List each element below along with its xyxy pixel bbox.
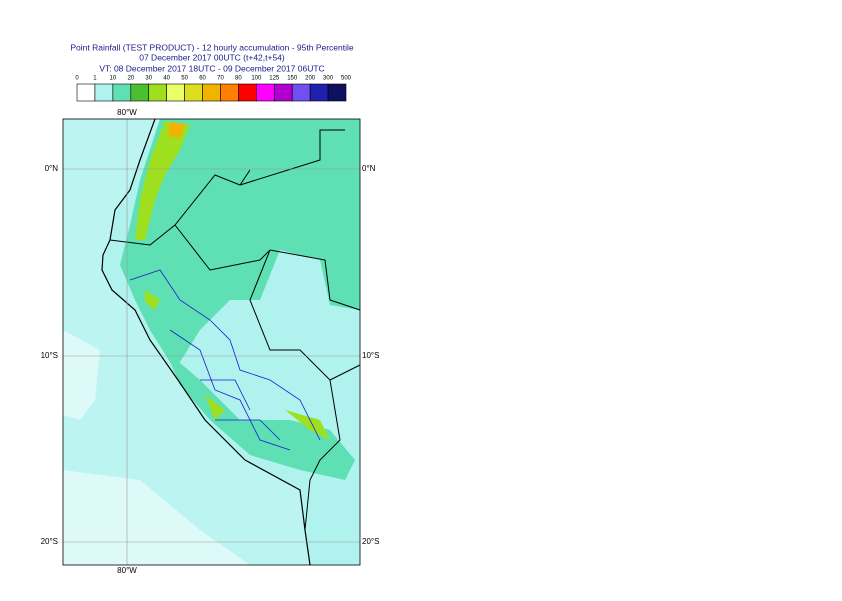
valid-time: VT: 08 December 2017 18UTC - 09 December…	[99, 63, 324, 73]
legend-swatch	[94, 83, 114, 102]
legend-label: 100	[251, 76, 262, 82]
legend-swatch	[256, 83, 275, 102]
lon-label: 80°W	[117, 566, 137, 575]
legend-swatch	[76, 83, 96, 102]
legend-swatch	[238, 83, 257, 102]
legend-label: 80	[235, 76, 242, 82]
lat-label: 0°N	[45, 164, 59, 173]
lat-label: 10°S	[41, 351, 58, 360]
legend-swatch	[166, 83, 185, 102]
lon-label: 80°W	[117, 108, 137, 117]
legend-label: 0	[75, 76, 79, 82]
legend-label: 150	[287, 76, 298, 82]
legend: 0 1 10 20 30 40 50 60 70 80 100 125 150 200 300 500	[75, 76, 352, 102]
legend-label: 125	[269, 76, 280, 82]
legend-label: 40	[163, 76, 170, 82]
legend-label: 500	[341, 76, 352, 82]
legend-label: 20	[127, 76, 134, 82]
legend-label: 300	[323, 76, 334, 82]
legend-label: 70	[217, 76, 224, 82]
lat-label: 20°S	[41, 537, 58, 546]
legend-label: 200	[305, 76, 316, 82]
legend-swatch	[291, 83, 311, 102]
lat-label: 0°N	[362, 164, 376, 173]
legend-swatch	[130, 83, 150, 102]
legend-swatch	[148, 83, 167, 102]
title: Point Rainfall (TEST PRODUCT) - 12 hourl…	[70, 42, 354, 52]
legend-swatch	[309, 83, 329, 102]
legend-swatch	[273, 83, 293, 102]
legend-swatch	[112, 83, 132, 102]
legend-label: 60	[199, 76, 206, 82]
issued: 07 December 2017 00UTC (t+42,t+54)	[139, 52, 285, 62]
legend-label: 10	[110, 76, 117, 82]
map: 80°W 80°W 0°N 0°N 10°S 10°S 20°S 20°S	[41, 108, 380, 575]
legend-label: 30	[145, 76, 152, 82]
lat-label: 20°S	[362, 537, 379, 546]
legend-label: 1	[93, 76, 97, 82]
legend-swatch	[202, 83, 221, 102]
legend-label: 50	[181, 76, 188, 82]
legend-swatch	[184, 83, 203, 102]
legend-swatch	[327, 83, 347, 102]
lat-label: 10°S	[362, 351, 379, 360]
legend-swatch	[220, 83, 239, 102]
